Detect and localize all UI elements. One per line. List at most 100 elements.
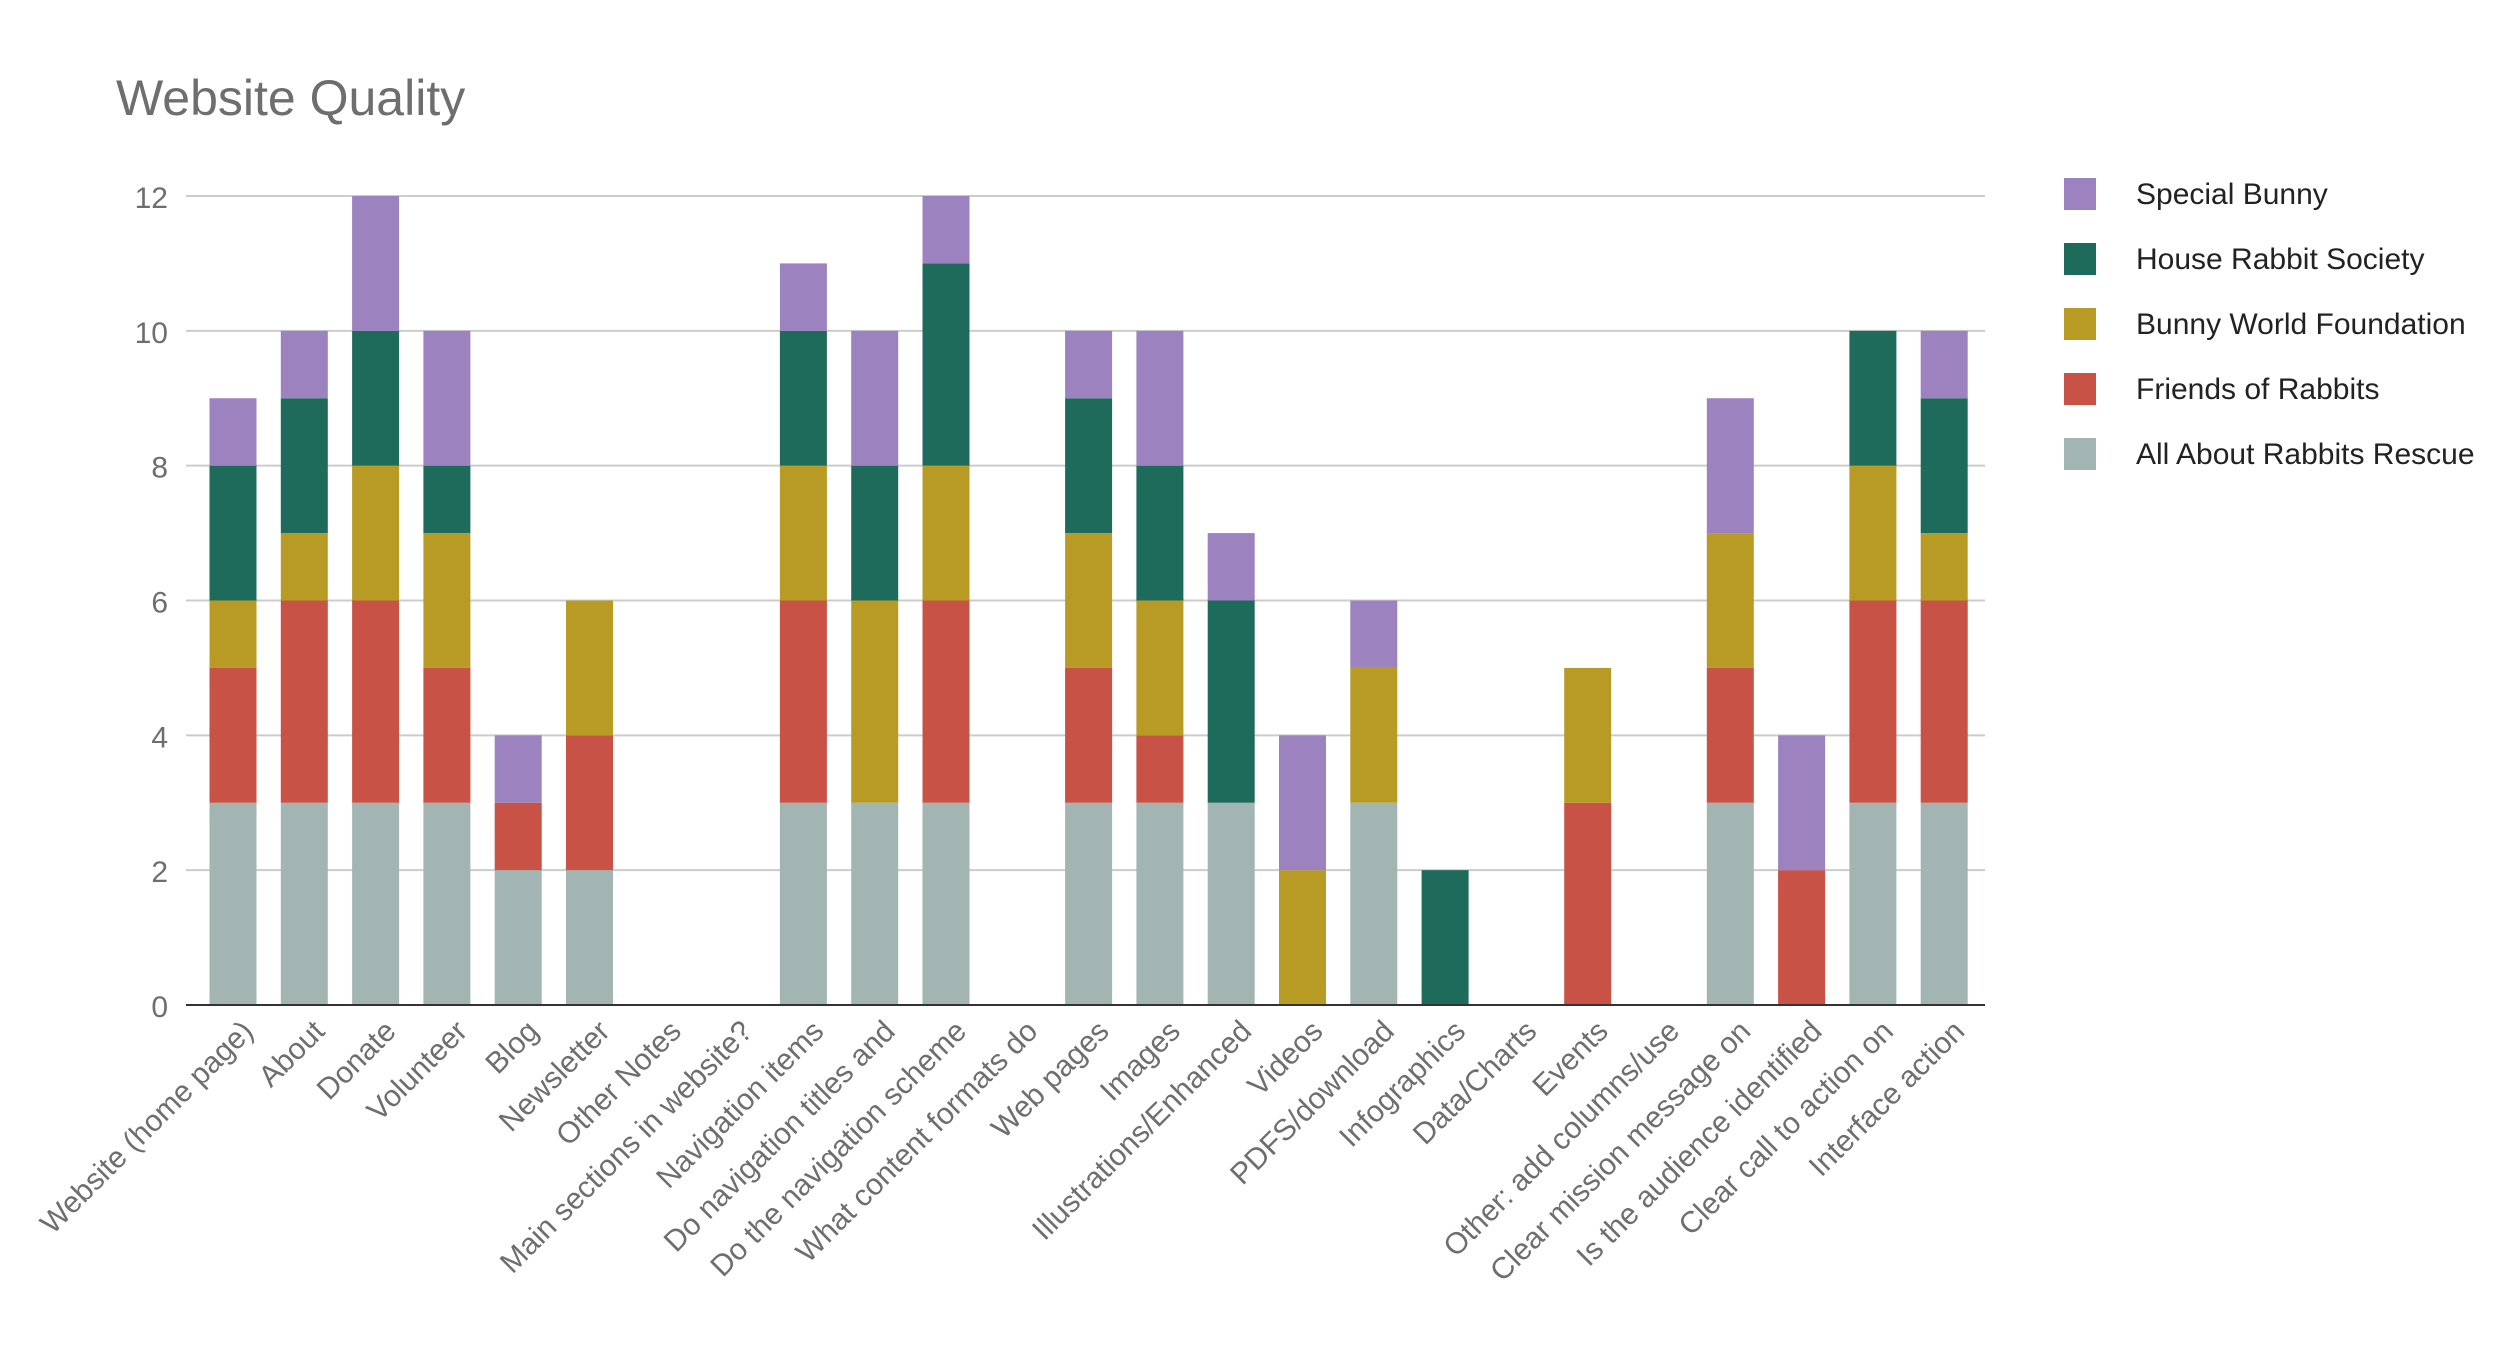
y-tick-label: 6	[151, 587, 168, 620]
y-tick-label: 2	[151, 856, 168, 889]
bar-segment	[1207, 533, 1255, 601]
bar-segment	[779, 802, 827, 1005]
bar-segment	[1920, 533, 1968, 601]
bar-segment	[1778, 735, 1826, 871]
bar-segment	[1920, 802, 1968, 1005]
legend-label: House Rabbit Society	[2136, 243, 2425, 276]
bar-segment	[1421, 870, 1469, 1005]
bar-segment	[779, 263, 827, 331]
legend-swatch	[2064, 373, 2096, 405]
bar-segment	[1279, 735, 1326, 871]
bar-segment	[851, 330, 899, 466]
bar-segment	[1136, 802, 1184, 1005]
bar-segment	[779, 600, 827, 803]
bar-segment	[1564, 667, 1612, 803]
y-tick-label: 8	[151, 452, 168, 485]
bar-segment	[1136, 735, 1184, 803]
bar-segment	[851, 802, 899, 1005]
bar-segment	[779, 330, 827, 466]
bar-segment	[1920, 330, 1968, 399]
bar-segment	[1065, 533, 1113, 668]
bar-segment	[1207, 802, 1255, 1005]
bar-segment	[352, 465, 400, 601]
bar-segment	[566, 600, 613, 736]
bar-segment	[423, 330, 471, 466]
legend-label: Bunny World Foundation	[2136, 308, 2466, 341]
bar-segment	[494, 802, 542, 871]
bar-segment	[1136, 465, 1184, 601]
bar-segment	[922, 465, 970, 601]
y-tick-label: 10	[135, 317, 168, 350]
legend-label: Special Bunny	[2136, 178, 2328, 211]
legend: Special Bunny House Rabbit Society Bunny W…	[2064, 178, 2475, 471]
y-tick-label: 0	[151, 991, 168, 1024]
bar-segment	[1849, 802, 1897, 1005]
bar-segment	[1136, 600, 1184, 736]
bar-segment	[1706, 802, 1754, 1005]
bar-segment	[209, 398, 257, 466]
bar-segment	[779, 465, 827, 601]
bar-segment	[851, 465, 899, 601]
bar-segment	[1849, 465, 1897, 601]
bar-segment	[494, 870, 542, 1005]
x-tick-label: Blog	[479, 1015, 545, 1081]
bar-segment	[922, 196, 970, 264]
bar-segment	[851, 600, 899, 803]
bar-segment	[1849, 330, 1897, 466]
y-tick-label: 12	[135, 182, 168, 215]
bar-segment	[1706, 533, 1754, 668]
legend-label: All About Rabbits Rescue	[2136, 438, 2475, 471]
bar-segment	[1065, 667, 1113, 803]
bar-segment	[209, 802, 257, 1005]
bar-segment	[423, 465, 471, 534]
bar-segment	[423, 533, 471, 668]
bar-segment	[209, 465, 257, 601]
bar-segment	[1706, 398, 1754, 534]
bars	[209, 196, 1968, 1005]
bar-segment	[423, 802, 471, 1005]
bar-segment	[566, 735, 613, 871]
bar-segment	[280, 330, 328, 399]
bar-segment	[1279, 870, 1326, 1005]
bar-segment	[922, 600, 970, 803]
bar-segment	[423, 667, 471, 803]
y-tick-label: 4	[151, 721, 168, 754]
x-tick-label: Website (home page)	[34, 1015, 260, 1241]
bar-segment	[1350, 802, 1398, 1005]
bar-segment	[922, 802, 970, 1005]
bar-segment	[494, 735, 542, 803]
bar-segment	[352, 802, 400, 1005]
bar-segment	[1350, 600, 1398, 668]
bar-segment	[280, 600, 328, 803]
bar-segment	[352, 600, 400, 803]
bar-segment	[1920, 398, 1968, 534]
legend-label: Friends of Rabbits	[2136, 373, 2379, 406]
chart-title: Website Quality	[116, 70, 465, 126]
bar-segment	[1350, 667, 1398, 803]
bar-segment	[1065, 398, 1113, 534]
bar-segment	[1136, 330, 1184, 466]
legend-swatch	[2064, 243, 2096, 275]
legend-swatch	[2064, 178, 2096, 210]
bar-segment	[352, 196, 400, 331]
bar-segment	[280, 802, 328, 1005]
bar-segment	[1207, 600, 1255, 803]
bar-segment	[209, 600, 257, 668]
bar-segment	[1920, 600, 1968, 803]
bar-segment	[1065, 802, 1113, 1005]
bar-segment	[352, 330, 400, 466]
legend-swatch	[2064, 308, 2096, 340]
bar-segment	[1778, 870, 1826, 1005]
bar-segment	[1706, 667, 1754, 803]
bar-segment	[1065, 330, 1113, 399]
bar-segment	[280, 533, 328, 601]
bar-segment	[1849, 600, 1897, 803]
bar-segment	[922, 263, 970, 466]
bar-segment	[566, 870, 613, 1005]
y-axis-ticks: 0 2 4 6 8 10 12	[135, 182, 168, 1024]
bar-segment	[280, 398, 328, 534]
bar-segment	[1564, 802, 1612, 1005]
